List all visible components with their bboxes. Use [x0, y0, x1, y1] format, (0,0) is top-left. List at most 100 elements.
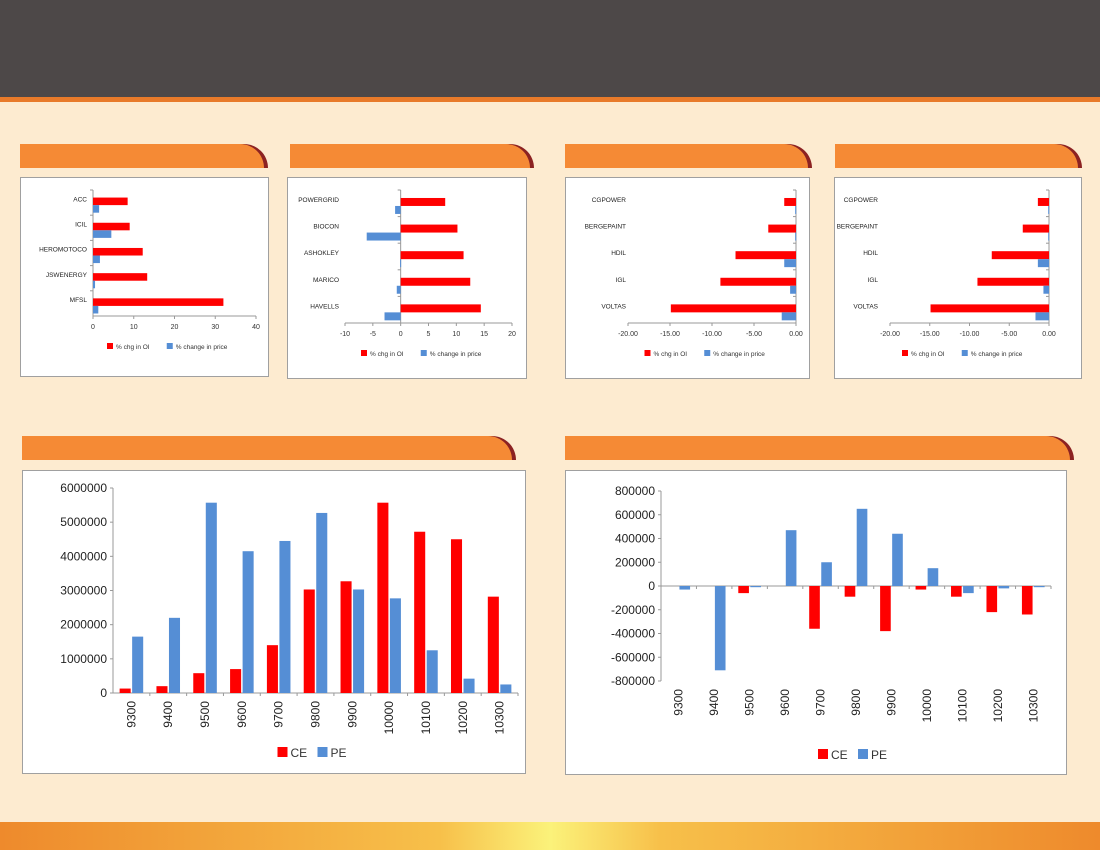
x-tick-label: 20 — [508, 331, 516, 338]
y-tick-label: 200000 — [615, 555, 655, 569]
y-tick-label: 0 — [648, 579, 655, 593]
ce-bar — [156, 686, 168, 693]
pe-bar — [426, 650, 438, 693]
legend-label: % chg in OI — [116, 344, 150, 351]
x-tick-label: -15.00 — [920, 331, 940, 338]
pe-bar — [785, 530, 797, 586]
x-tick-label: 10300 — [1026, 689, 1040, 723]
oi-change-bar — [400, 304, 481, 313]
x-tick-label: 9800 — [309, 701, 323, 728]
y-tick-label: 4000000 — [60, 549, 107, 563]
legend-swatch — [818, 749, 828, 759]
pe-bar — [1033, 586, 1045, 588]
x-tick-label: 15 — [480, 331, 488, 338]
pe-bar — [389, 598, 401, 693]
ce-bar — [266, 645, 278, 693]
x-tick-label: -15.00 — [660, 331, 680, 338]
category-label: IGL — [616, 277, 627, 284]
price-change-bar — [1048, 232, 1050, 241]
category-label: ICIL — [75, 222, 87, 229]
legend-swatch — [644, 350, 651, 356]
x-tick-label: -5 — [370, 331, 376, 338]
chart-tab-2 — [290, 144, 530, 168]
ce-bar — [986, 586, 998, 613]
x-tick-label: 9400 — [707, 689, 721, 716]
ce-bar — [880, 586, 891, 632]
x-tick-label: 10000 — [920, 689, 934, 723]
oi-change-bar — [720, 277, 796, 286]
category-label: JSWENERGY — [46, 272, 88, 279]
footer-bar — [0, 822, 1100, 850]
x-tick-label: 10200 — [456, 701, 470, 735]
header-bar — [0, 0, 1100, 97]
x-tick-label: 10000 — [382, 701, 396, 735]
oi-change-bar — [670, 304, 796, 313]
legend-swatch — [858, 749, 868, 759]
pe-bar — [132, 636, 144, 693]
oi-change-bar — [991, 251, 1049, 260]
y-tick-label: -200000 — [611, 603, 655, 617]
x-tick-label: 0.00 — [789, 331, 803, 338]
category-label: IGL — [868, 277, 879, 284]
chart-5: 0 1000000 2000000 3000000 4000000 5000000 6000… — [22, 470, 526, 774]
oi-change-bar — [400, 224, 458, 233]
legend-swatch — [166, 343, 173, 349]
price-change-bar — [1048, 205, 1050, 214]
x-tick-label: -5.00 — [1001, 331, 1017, 338]
pe-bar — [927, 568, 939, 586]
category-label: BERGEPAINT — [585, 224, 626, 231]
chart-3: -20.00 -15.00 -10.00 -5.00 0.00 CGPOWER BERGEP… — [565, 177, 810, 379]
price-change-bar — [93, 305, 99, 314]
pe-bar — [242, 551, 254, 693]
x-tick-label: 9900 — [345, 701, 359, 728]
oi-change-bar — [400, 251, 464, 260]
ce-bar — [193, 673, 205, 693]
legend-label: PE — [331, 746, 347, 760]
x-tick-label: 40 — [252, 324, 260, 331]
x-tick-label: 9800 — [849, 689, 863, 716]
x-tick-label: 10200 — [991, 689, 1005, 723]
legend-swatch — [902, 350, 908, 356]
y-tick-label: -800000 — [611, 674, 655, 688]
chart-tab-1 — [20, 144, 264, 168]
x-tick-label: 9900 — [884, 689, 898, 716]
legend-swatch — [107, 343, 113, 349]
ce-bar — [1021, 586, 1033, 615]
x-tick-label: 9700 — [814, 689, 828, 716]
x-tick-label: 20 — [171, 324, 179, 331]
oi-change-bar — [400, 277, 471, 286]
ce-bar — [951, 586, 962, 597]
x-tick-label: -5.00 — [746, 331, 762, 338]
pe-bar — [750, 586, 761, 588]
price-change-bar — [395, 205, 401, 214]
legend-label: % change in price — [430, 351, 482, 358]
legend-swatch — [277, 747, 288, 757]
legend-label: CE — [831, 748, 848, 762]
price-change-bar — [400, 259, 402, 268]
ce-bar — [809, 586, 820, 629]
y-tick-label: 2000000 — [60, 618, 107, 632]
pe-bar — [998, 586, 1010, 589]
ce-bar — [377, 502, 389, 693]
pe-bar — [463, 678, 475, 693]
legend-label: CE — [291, 746, 308, 760]
x-tick-label: -20.00 — [618, 331, 638, 338]
pe-bar — [821, 562, 832, 586]
x-tick-label: 0 — [399, 331, 403, 338]
ce-bar — [230, 669, 242, 693]
price-change-bar — [1037, 259, 1049, 268]
x-tick-label: -20.00 — [880, 331, 900, 338]
legend-label: % change in price — [713, 351, 765, 358]
price-change-bar — [93, 205, 100, 213]
y-tick-label: 6000000 — [60, 481, 107, 495]
price-change-bar — [93, 255, 100, 264]
pe-bar — [316, 512, 328, 693]
category-label: HDIL — [863, 250, 878, 257]
y-tick-label: 1000000 — [60, 652, 107, 666]
price-change-bar — [384, 312, 401, 321]
category-label: HAVELLS — [310, 303, 339, 310]
oi-change-bar — [93, 197, 128, 206]
x-tick-label: 0 — [91, 324, 95, 331]
category-label: BERGEPAINT — [837, 224, 878, 231]
ce-bar — [119, 688, 131, 693]
